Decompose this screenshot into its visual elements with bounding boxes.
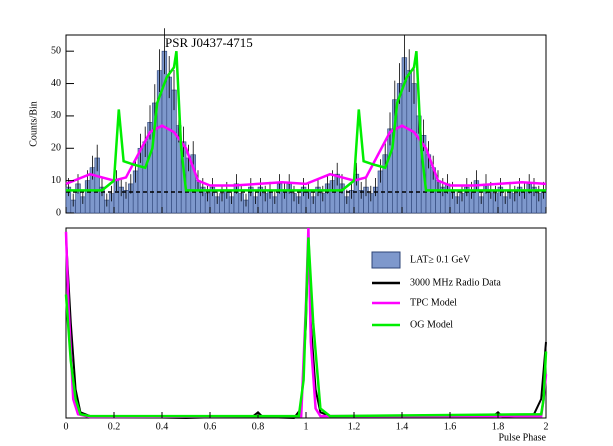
x-tick-label: 1.2 bbox=[348, 421, 361, 432]
legend-label: 3000 MHz Radio Data bbox=[410, 277, 501, 288]
y-tick-label: 50 bbox=[51, 45, 61, 56]
y-tick-label: 0 bbox=[56, 207, 61, 218]
model-line bbox=[66, 50, 546, 192]
y-tick-label: 10 bbox=[51, 175, 61, 186]
model-line bbox=[65, 124, 547, 187]
x-axis-label: Pulse Phase bbox=[499, 432, 547, 443]
y-tick-label: 40 bbox=[51, 78, 61, 89]
legend-label: LAT≥ 0.1 GeV bbox=[410, 254, 471, 265]
x-tick-label: 0.6 bbox=[204, 421, 217, 432]
x-tick-label: 2 bbox=[544, 421, 549, 432]
legend-swatch bbox=[371, 251, 401, 269]
x-tick-label: 0 bbox=[64, 421, 69, 432]
x-tick-label: 0.8 bbox=[252, 421, 265, 432]
x-tick-label: 1.6 bbox=[444, 421, 457, 432]
y-tick-label: 20 bbox=[51, 143, 61, 154]
legend-label: OG Model bbox=[410, 319, 453, 330]
y-axis-label: Counts/Bin bbox=[28, 101, 39, 147]
x-tick-label: 1 bbox=[304, 421, 309, 432]
x-tick-label: 1.4 bbox=[396, 421, 409, 432]
x-tick-label: 0.4 bbox=[156, 421, 169, 432]
chart-title: PSR J0437-4715 bbox=[165, 35, 253, 50]
histogram-bar bbox=[161, 50, 168, 214]
legend-label: TPC Model bbox=[410, 297, 457, 308]
x-tick-label: 1.8 bbox=[492, 421, 505, 432]
x-tick-label: 0.2 bbox=[108, 421, 121, 432]
model-line bbox=[64, 237, 548, 418]
y-tick-label: 30 bbox=[51, 110, 61, 121]
